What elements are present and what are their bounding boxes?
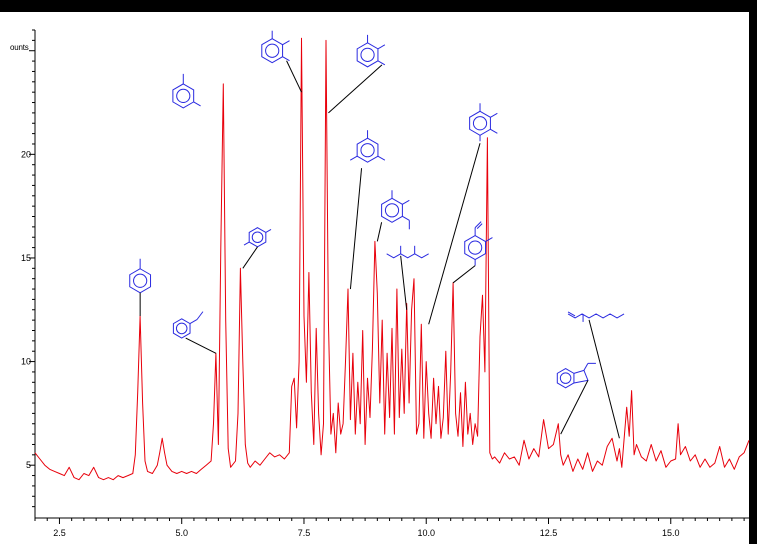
- y-tick-label: 10: [21, 357, 31, 367]
- methyl-bond: [349, 155, 358, 161]
- exo-bond: [583, 363, 589, 371]
- alkene-chain: [567, 313, 625, 319]
- y-axis-label: ounts: [10, 43, 29, 52]
- benzene-ring: [172, 318, 191, 339]
- molecule-trimethylbenzene-2: [356, 34, 386, 68]
- x-tick-label: 10.0: [417, 528, 435, 538]
- methyl-bond: [377, 155, 386, 161]
- molecule-tetramethylbenzene: [469, 103, 498, 142]
- annotations-layer: [129, 30, 625, 439]
- benzene-ring: [172, 83, 195, 109]
- y-tick-label: 15: [21, 253, 31, 263]
- alkane-chain: [386, 253, 429, 259]
- benzene-ring: [356, 137, 379, 163]
- leader-line: [588, 319, 620, 439]
- methyl-bond: [490, 112, 498, 118]
- methyl-bond: [485, 237, 493, 243]
- y-tick-label: 20: [21, 149, 31, 159]
- molecule-mesitylene: [349, 130, 386, 163]
- double-bond: [567, 311, 576, 317]
- methyl-bond: [490, 128, 498, 134]
- benzene-ring: [261, 38, 284, 64]
- vinyl-bond: [474, 221, 482, 228]
- leader-line: [452, 265, 476, 284]
- ethyl-bond: [402, 215, 410, 221]
- benzene-ring: [381, 197, 403, 223]
- aromatic-circle: [360, 143, 375, 158]
- leader-line: [376, 222, 383, 242]
- methyl-bond: [377, 44, 386, 50]
- benzene-ring: [356, 42, 379, 68]
- leader-line: [428, 143, 481, 325]
- y-tick-label: 5: [26, 460, 31, 470]
- x-tick-label: 5.0: [175, 528, 188, 538]
- indene-ring: [573, 369, 589, 384]
- leader-line: [286, 60, 302, 93]
- molecule-long-alkene: [567, 311, 625, 322]
- aromatic-circle: [468, 240, 483, 255]
- benzene-ring: [129, 268, 152, 294]
- ethyl-bond: [196, 311, 204, 320]
- x-tick-label: 7.5: [298, 528, 311, 538]
- aromatic-circle: [175, 322, 188, 335]
- benzene-ring: [464, 235, 487, 261]
- leader-line: [560, 380, 589, 435]
- leader-line: [328, 64, 383, 114]
- molecule-trimethylbenzene: [261, 30, 290, 64]
- aromatic-circle: [472, 116, 488, 131]
- x-tick-label: 2.5: [53, 528, 66, 538]
- benzene-ring: [469, 110, 491, 136]
- axes: 2.5 5.0 7.5 10.0 12.5 15.0 5 10 15 20: [21, 29, 749, 538]
- methyl-bond: [282, 56, 290, 62]
- molecule-vinyl-dimethylbenzene: [464, 221, 493, 266]
- aromatic-circle: [360, 47, 375, 62]
- leader-line: [242, 246, 258, 269]
- methyl-bond: [402, 199, 410, 205]
- methyl-bond: [193, 101, 201, 107]
- right-border: [749, 12, 757, 544]
- x-tick-label: 15.0: [662, 528, 680, 538]
- molecule-ethylbenzene: [172, 311, 204, 339]
- leader-line: [185, 337, 217, 354]
- benzene-ring: [248, 227, 267, 248]
- aromatic-circle: [133, 273, 148, 288]
- aromatic-circle: [559, 372, 572, 384]
- methyl-bond: [282, 40, 290, 46]
- aromatic-circle: [251, 231, 264, 244]
- methyl-bond: [243, 241, 250, 246]
- ethyl-bond: [189, 319, 198, 325]
- molecule-ethyl-dimethylbenzene: [381, 190, 410, 230]
- molecule-alkane-branched: [386, 245, 429, 259]
- top-border: [0, 0, 757, 12]
- vinyl-bond: [476, 223, 483, 229]
- x-tick-label: 12.5: [540, 528, 558, 538]
- molecule-dimethylbenzene: [243, 227, 272, 248]
- benzene-ring: [556, 367, 575, 389]
- molecule-toluene: [129, 258, 152, 294]
- aromatic-circle: [384, 203, 400, 218]
- molecule-indene: [556, 362, 596, 389]
- molecule-xylene: [172, 73, 201, 109]
- aromatic-circle: [176, 88, 191, 103]
- methyl-bond: [377, 60, 386, 66]
- leader-line: [349, 168, 363, 290]
- series-layer: [34, 37, 750, 481]
- aromatic-circle: [265, 43, 280, 58]
- chromatogram-trace: [34, 37, 750, 481]
- methyl-bond: [265, 229, 272, 233]
- leader-line: [400, 255, 408, 310]
